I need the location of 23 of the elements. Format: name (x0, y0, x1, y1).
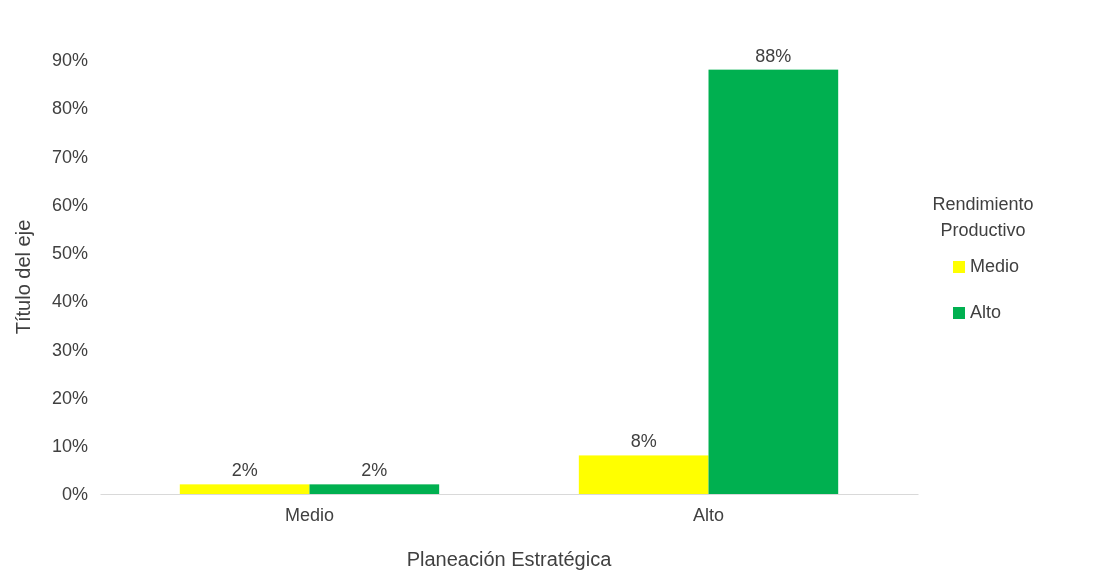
y-tick-label: 70% (51, 146, 88, 167)
data-label: 8% (630, 431, 657, 452)
y-tick-label: 90% (51, 50, 88, 71)
bar (309, 484, 440, 494)
data-label: 2% (361, 460, 388, 481)
y-tick-label: 20% (51, 387, 88, 408)
x-axis-title: Planeación Estratégica (406, 548, 613, 570)
bar (708, 69, 839, 494)
legend-label: Medio (970, 256, 1020, 276)
y-tick-label: 30% (51, 339, 88, 360)
data-label: 2% (231, 460, 258, 481)
y-tick-label: 60% (51, 194, 88, 215)
y-tick-label: 40% (51, 291, 88, 312)
bar (179, 484, 310, 494)
y-tick-label: 10% (51, 436, 88, 457)
y-tick-label: 80% (51, 98, 88, 119)
y-axis-title: Título del eje (12, 219, 34, 335)
legend-title: Rendimiento Productivo (932, 194, 1034, 240)
y-tick-label: 0% (61, 484, 88, 505)
bar (578, 455, 709, 494)
y-tick-label: 50% (51, 243, 88, 264)
data-label: 88% (755, 45, 792, 66)
legend-label: Alto (970, 302, 1002, 322)
